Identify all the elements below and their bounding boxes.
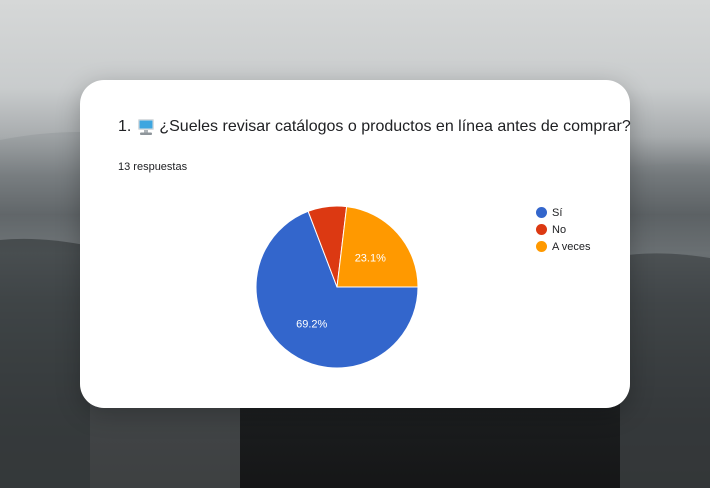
legend-item: A veces (536, 238, 591, 255)
response-count: 13 respuestas (118, 161, 188, 173)
slice-label: 23.1% (355, 252, 386, 264)
question-number: 1. (118, 118, 132, 135)
question-card: 1. ¿Sueles revisar catálogos o productos… (80, 80, 631, 408)
pie-chart: 69.2% 23.1% (255, 205, 419, 369)
pie-slice (336, 206, 419, 288)
legend-swatch (536, 241, 547, 252)
pie-slice (255, 210, 419, 369)
question-text: ¿Sueles revisar catálogos o productos en… (159, 118, 631, 135)
legend-swatch (536, 224, 547, 235)
computer-icon (138, 119, 155, 135)
slice-label: 69.2% (296, 319, 327, 331)
legend-swatch (536, 207, 547, 218)
chart-legend: Sí No A veces (536, 204, 591, 255)
legend-item: No (536, 221, 591, 238)
legend-label: Sí (552, 206, 563, 219)
question-title: 1. ¿Sueles revisar catálogos o productos… (118, 118, 631, 136)
legend-label: No (552, 223, 567, 236)
legend-item: Sí (536, 204, 591, 221)
legend-label: A veces (552, 240, 591, 253)
